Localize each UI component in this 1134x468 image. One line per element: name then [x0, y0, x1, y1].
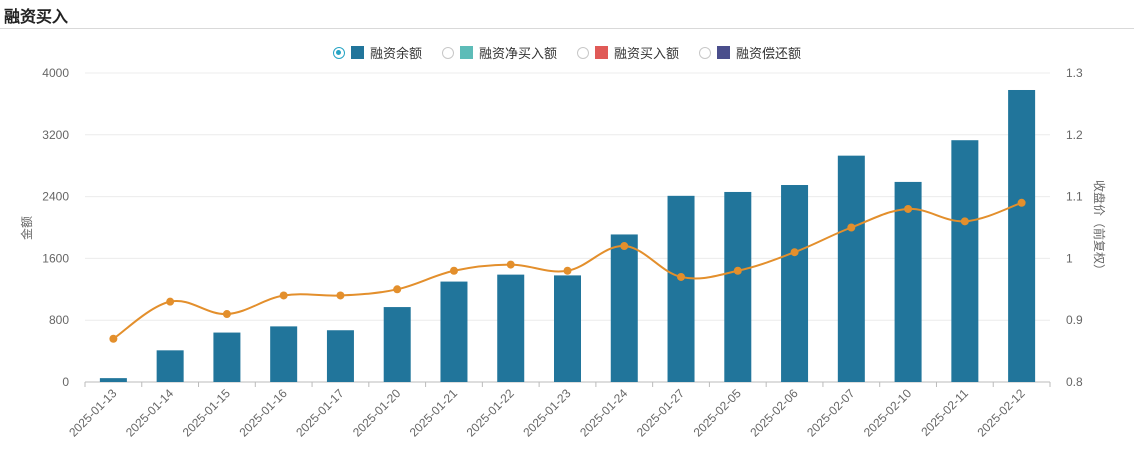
price-point [279, 291, 288, 300]
x-tick-label: 2025-02-11 [918, 386, 971, 439]
panel-header: 融资买入 [0, 0, 1134, 29]
price-point [677, 272, 686, 281]
y-tick-label-left: 4000 [42, 66, 69, 80]
bar [440, 281, 468, 382]
price-point [109, 334, 118, 343]
y-tick-label-right: 1.1 [1066, 190, 1083, 204]
y-tick-label-right: 1.3 [1066, 66, 1083, 80]
bar [667, 195, 695, 382]
legend-swatch-net-buy [459, 46, 473, 59]
bar [326, 330, 354, 382]
bar [99, 378, 127, 382]
legend-label-repay: 融资偿还额 [736, 46, 802, 61]
y-axis-left-title: 金额 [19, 216, 34, 240]
bar-series [99, 89, 1036, 383]
x-tick-label: 2025-01-14 [123, 386, 177, 440]
legend-swatch-balance [350, 46, 364, 59]
bar [270, 326, 298, 382]
price-point [960, 217, 969, 226]
x-tick-label: 2025-01-13 [66, 386, 120, 440]
price-point [904, 204, 913, 213]
y-tick-label-left: 0 [62, 375, 69, 389]
bar [383, 307, 411, 382]
y-tick-label-right: 0.8 [1066, 375, 1083, 389]
y-tick-label-right: 1 [1066, 251, 1073, 265]
x-tick-label: 2025-02-06 [747, 386, 801, 440]
x-tick-label: 2025-01-16 [236, 386, 290, 440]
y-tick-label-right: 1.2 [1066, 128, 1083, 142]
bar [837, 155, 865, 382]
price-point [563, 266, 572, 275]
x-tick-label: 2025-02-10 [861, 386, 915, 440]
y-tick-label-left: 1600 [42, 251, 69, 265]
price-point [620, 242, 629, 251]
bar [951, 140, 979, 382]
y-tick-label-right: 0.9 [1066, 313, 1083, 327]
price-point [336, 291, 345, 300]
bar [724, 191, 752, 382]
price-point [506, 260, 515, 269]
bar [781, 185, 809, 382]
bar [213, 332, 241, 382]
bar [497, 274, 525, 382]
legend-label-net-buy: 融资净买入额 [478, 46, 557, 61]
price-point [393, 285, 402, 294]
x-tick-label: 2025-01-24 [577, 386, 631, 440]
y-tick-label-left: 3200 [42, 128, 69, 142]
chart-axes: 0 800 1600 2400 3200 4000 0.8 0.9 1 1.1 1.2 1.3 2025… [42, 66, 1083, 440]
x-tick-label: 2025-01-22 [464, 386, 518, 440]
legend-swatch-repay [717, 46, 731, 59]
x-tick-label: 2025-01-27 [634, 386, 688, 440]
panel-title: 融资买入 [4, 9, 69, 26]
chart-legend: 融资余额 融资净买入额 融资买入额 融资偿还额 [0, 43, 1134, 62]
price-point [733, 266, 742, 275]
legend-item-balance[interactable]: 融资余额 [332, 43, 422, 62]
price-line-series [109, 198, 1026, 343]
legend-item-repay[interactable]: 融资偿还额 [699, 43, 801, 62]
legend-radio-net-buy[interactable] [441, 46, 454, 59]
y-axis-right-title: 收盘价（前复权） [1092, 180, 1107, 276]
price-point [222, 310, 231, 319]
price-point [1017, 198, 1026, 207]
legend-label-balance: 融资余额 [369, 46, 422, 61]
x-tick-label: 2025-02-07 [804, 386, 858, 440]
legend-radio-balance[interactable] [332, 46, 345, 59]
legend-item-buy[interactable]: 融资买入额 [577, 43, 679, 62]
bar [156, 350, 184, 382]
x-tick-label: 2025-01-23 [520, 386, 574, 440]
bar [610, 234, 638, 382]
price-point [449, 266, 458, 275]
legend-item-net-buy[interactable]: 融资净买入额 [441, 43, 557, 62]
x-tick-label: 2025-01-21 [407, 386, 461, 440]
bar [894, 181, 922, 382]
y-tick-label-left: 800 [49, 313, 69, 327]
price-point [847, 223, 856, 232]
legend-radio-repay[interactable] [699, 46, 712, 59]
legend-swatch-buy [595, 46, 608, 59]
x-tick-label: 2025-01-15 [180, 386, 234, 440]
x-tick-label: 2025-01-17 [293, 386, 347, 440]
price-point [790, 248, 799, 257]
legend-label-buy: 融资买入额 [614, 46, 680, 61]
legend-radio-buy[interactable] [577, 46, 589, 59]
bar [554, 275, 581, 382]
x-tick-label: 2025-01-20 [350, 386, 404, 440]
bar [1008, 89, 1036, 383]
x-tick-label: 2025-02-12 [974, 386, 1028, 440]
price-point [166, 297, 175, 306]
y-tick-label-left: 2400 [42, 190, 69, 204]
x-tick-label: 2025-02-05 [691, 386, 745, 440]
